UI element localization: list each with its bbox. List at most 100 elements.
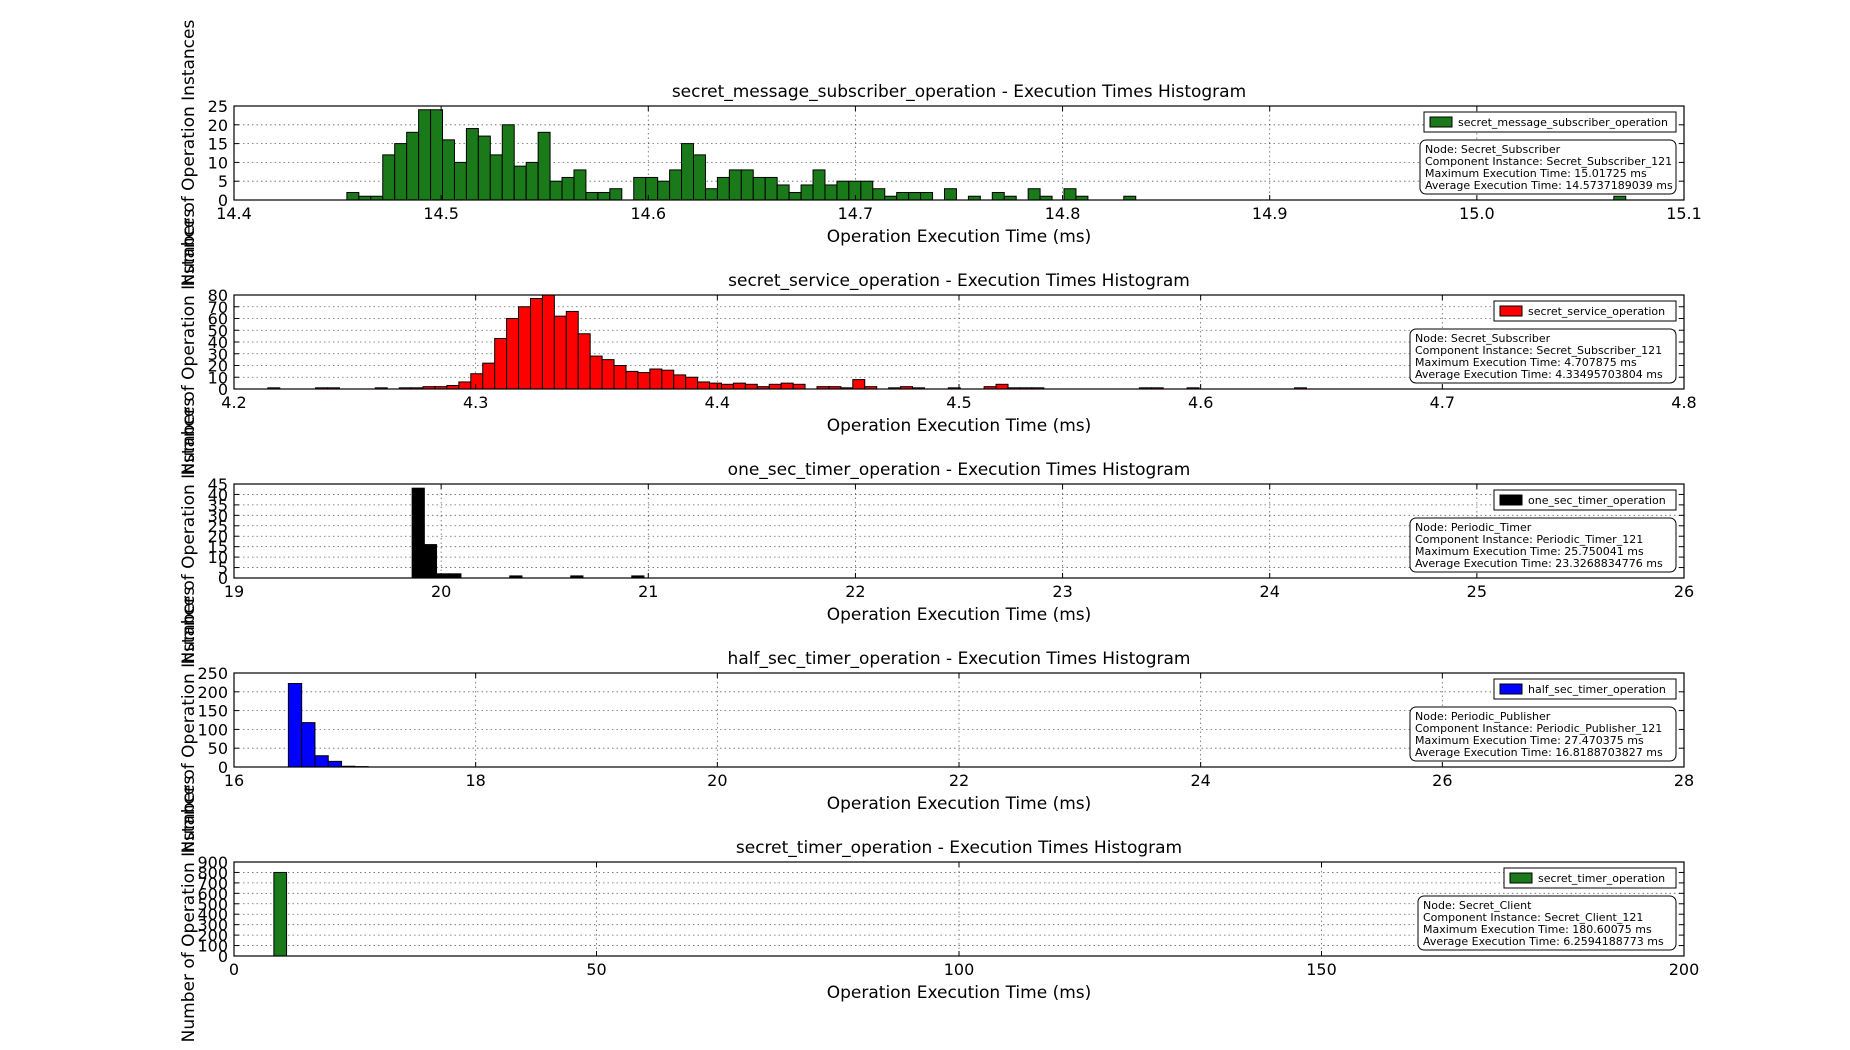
x-tick-label: 20 [431,582,451,601]
histogram-bar [561,176,575,201]
histogram-bar [685,376,699,390]
histogram-bar [573,169,587,201]
histogram-bar [346,191,360,201]
legend-box [1503,867,1677,889]
x-tick-label: 16 [224,771,244,790]
histogram-bar [824,184,838,201]
histogram-bars [411,487,645,579]
info-line: Maximum Execution Time: 15.01725 ms [1425,167,1647,180]
x-axis-label: Operation Execution Time (ms) [827,416,1092,436]
x-tick-label: 23 [1052,582,1072,601]
info-line: Node: Secret_Client [1423,899,1532,912]
x-tick-label: 150 [1306,960,1337,979]
chart-title: secret_service_operation - Execution Tim… [728,271,1190,291]
histogram-bar [506,318,520,390]
histogram-bar [764,176,778,201]
histogram-bar [613,365,627,390]
y-tick-label: 200 [197,926,228,945]
x-tick-label: 15.0 [1459,204,1495,223]
histogram-bar [792,383,806,390]
histogram-bar [720,383,734,390]
x-tick-label: 14.7 [838,204,874,223]
chart-panel-5: secret_timer_operation - Execution Times… [179,776,1699,1043]
axes-frame [233,483,1685,579]
y-tick-label: 25 [208,97,228,116]
histogram-bar [768,383,782,390]
histogram-bar [860,180,874,201]
histogram-bar [920,191,934,201]
histogram-bar [430,109,444,201]
x-tick-label: 50 [586,960,606,979]
histogram-bar [489,154,503,201]
histogram-bar [287,683,303,768]
histogram-bar [812,169,826,201]
chart-title: one_sec_timer_operation - Execution Time… [728,460,1191,480]
histogram-bar [553,315,567,390]
y-tick-label: 45 [208,475,228,494]
y-tick-label: 25 [208,517,228,536]
y-tick-label: 40 [208,485,228,504]
x-tick-label: 21 [638,582,658,601]
histogram-bar [681,143,694,201]
legend-swatch [1499,494,1523,506]
x-axis-label: Operation Execution Time (ms) [827,794,1092,814]
histogram-bar [513,165,527,201]
histogram-bar [649,368,663,390]
chart-title: half_sec_timer_operation - Execution Tim… [728,649,1191,669]
y-tick-label: 35 [208,496,228,515]
y-tick-label: 150 [197,702,228,721]
y-tick-label: 200 [197,683,228,702]
x-tick-label: 4.7 [1430,393,1455,412]
info-line: Component Instance: Periodic_Publisher_1… [1415,722,1662,735]
y-tick-label: 30 [208,345,228,364]
info-line: Maximum Execution Time: 4.707875 ms [1415,356,1637,369]
y-tick-label: 0 [218,947,228,966]
histogram-bar [448,573,462,579]
histogram-bar [609,188,623,201]
histogram-bar [541,294,555,390]
chart-panel-4: half_sec_timer_operation - Execution Tim… [179,587,1694,854]
histogram-bar [470,373,484,390]
info-line: Component Instance: Periodic_Timer_121 [1415,533,1643,546]
info-line: Average Execution Time: 23.3268834776 ms [1415,557,1663,570]
info-line: Node: Periodic_Publisher [1415,710,1551,723]
info-box-frame [1419,139,1677,195]
info-line: Average Execution Time: 6.2594188773 ms [1423,935,1664,948]
histogram-bar [406,131,420,201]
chart-title: secret_timer_operation - Execution Times… [736,838,1182,858]
info-line: Maximum Execution Time: 27.470375 ms [1415,734,1644,747]
info-line: Component Instance: Secret_Subscriber_12… [1415,344,1662,357]
histogram-bar [732,382,746,390]
info-line: Node: Secret_Subscriber [1425,143,1561,156]
info-line: Average Execution Time: 14.5737189039 ms [1425,179,1673,192]
y-tick-label: 50 [208,739,228,758]
x-tick-label: 4.8 [1671,393,1696,412]
x-tick-label: 15.1 [1666,204,1702,223]
y-tick-label: 700 [197,874,228,893]
x-tick-label: 14.6 [630,204,666,223]
histogram-bar [872,188,886,201]
legend-swatch [1429,116,1453,128]
legend-label: secret_service_operation [1528,305,1665,318]
histogram-bar [423,544,438,579]
y-tick-label: 5 [218,172,228,191]
histogram-bar [494,337,508,390]
legend: one_sec_timer_operation [1493,489,1677,511]
y-axis-label: Number of Operation Instances [179,587,199,854]
histogram-bar [549,180,563,201]
x-tick-label: 20 [707,771,727,790]
y-tick-label: 500 [197,895,228,914]
y-tick-label: 100 [197,720,228,739]
y-tick-label: 20 [208,357,228,376]
legend-label: secret_timer_operation [1538,872,1665,885]
histogram-bar [301,722,316,768]
legend-label: half_sec_timer_operation [1528,683,1666,696]
histogram-bar [597,191,611,201]
x-tick-label: 4.2 [221,393,246,412]
legend: half_sec_timer_operation [1493,678,1677,700]
y-tick-label: 70 [208,298,228,317]
histogram-bar [776,184,790,201]
info-box-frame [1409,706,1677,762]
x-tick-label: 14.4 [216,204,252,223]
